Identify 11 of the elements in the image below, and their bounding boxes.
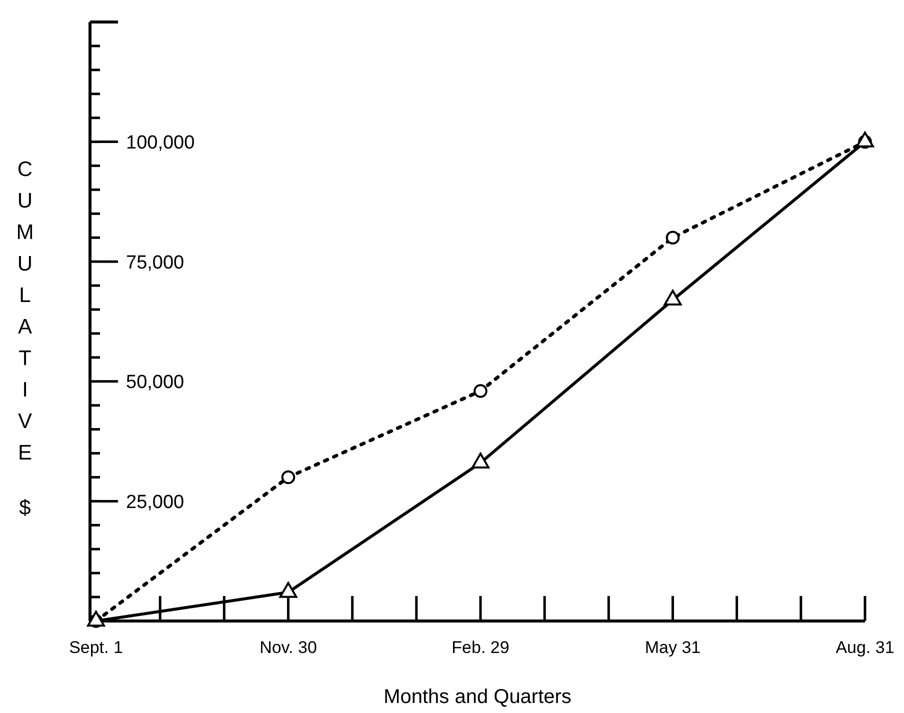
y-tick-label: 50,000 [126, 372, 184, 394]
x-tick-label: Nov. 30 [260, 638, 317, 657]
x-tick-label: Sept. 1 [69, 638, 123, 657]
y-tick-label: 25,000 [126, 492, 184, 513]
y-tick-label: 100,000 [126, 132, 195, 154]
text: CUMULATIVE $ [16, 158, 34, 520]
x-tick-label: Feb. 29 [452, 638, 510, 657]
x-tick-label: Aug. 31 [836, 638, 894, 657]
x-tick-label: May 31 [644, 638, 701, 657]
x-axis-title: Months and Quarters [384, 686, 572, 708]
y-tick-label: 75,000 [126, 252, 184, 274]
